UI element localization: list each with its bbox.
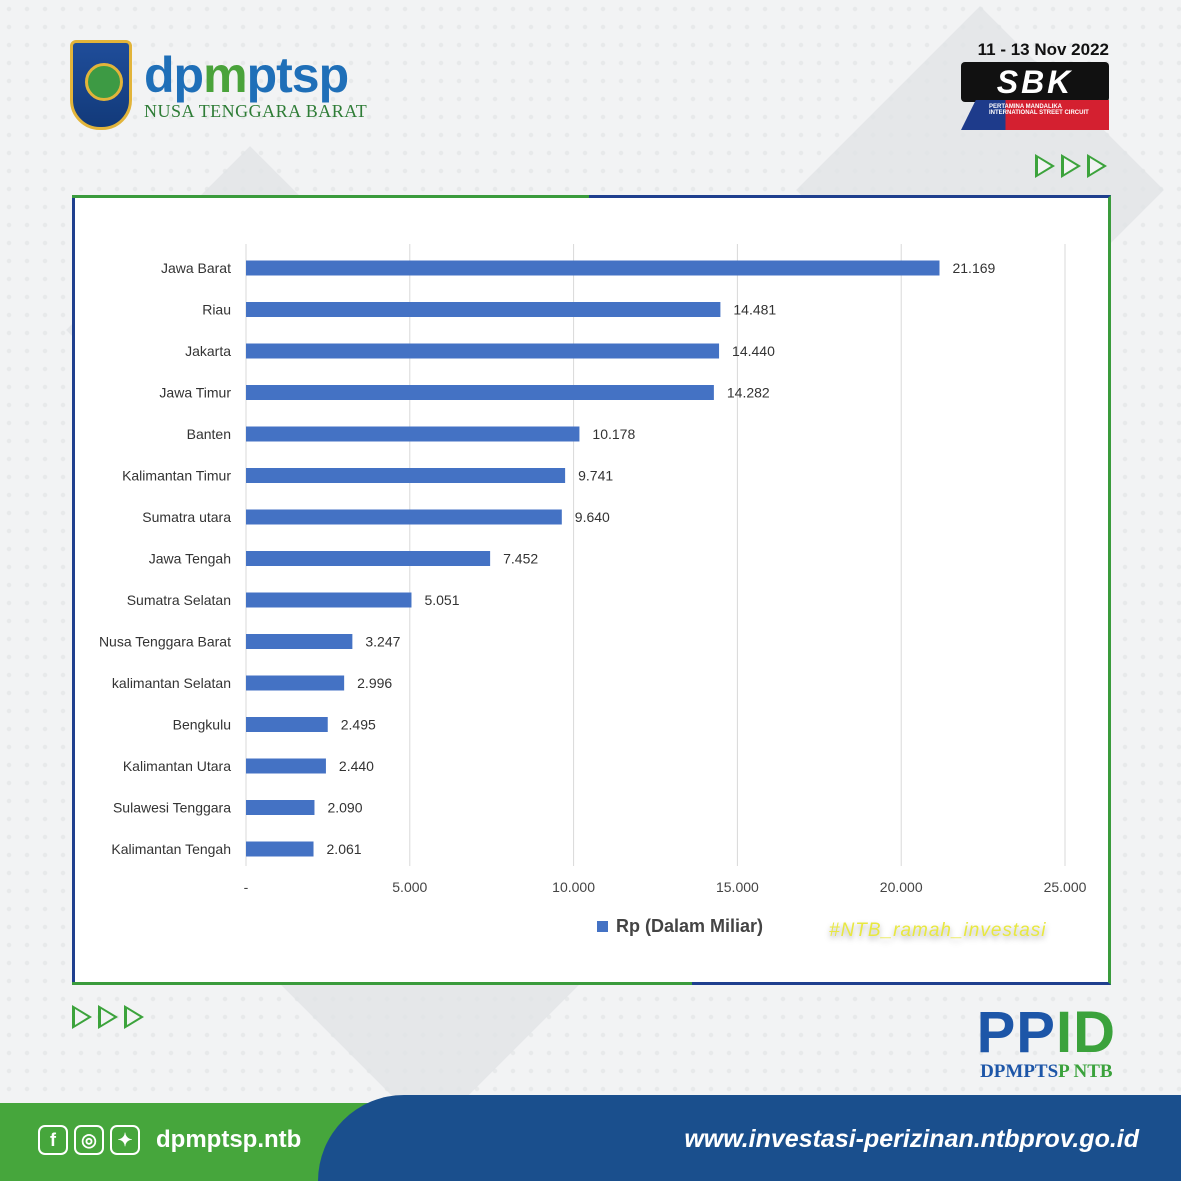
category-label: Riau <box>202 302 231 318</box>
brand-name: dpmptsp <box>144 46 349 103</box>
category-label: kalimantan Selatan <box>112 675 231 691</box>
data-label: 14.440 <box>732 343 775 359</box>
data-label: 5.051 <box>424 592 459 608</box>
data-label: 21.169 <box>952 260 995 276</box>
play-arrow-icon <box>1087 154 1107 178</box>
legend-swatch <box>597 921 608 932</box>
category-label: Nusa Tenggara Barat <box>99 634 231 650</box>
province-emblem-icon <box>70 40 132 130</box>
bar <box>246 385 714 400</box>
event-strip: PERTAMINA MANDALIKA INTERNATIONAL STREET… <box>961 100 1109 130</box>
twitter-icon[interactable]: ✦ <box>110 1125 140 1155</box>
category-label: Sumatra utara <box>142 509 231 525</box>
data-label: 2.495 <box>341 717 376 733</box>
ppid-title: PPID <box>976 1000 1116 1065</box>
footer-blue-band <box>318 1095 1181 1181</box>
category-label: Jakarta <box>185 343 231 359</box>
play-arrow-icon <box>124 1005 144 1029</box>
bar <box>246 509 562 525</box>
org-logo: dpmptsp NUSA TENGGARA BARAT <box>70 40 367 130</box>
bar <box>246 634 353 649</box>
chart-legend: Rp (Dalam Miliar) <box>597 916 763 937</box>
bar <box>246 260 940 276</box>
hashtag: #NTB_ramah_investasi <box>829 920 1047 941</box>
category-label: Kalimantan Timur <box>122 468 231 484</box>
category-label: Bengkulu <box>173 717 231 733</box>
category-label: Kalimantan Utara <box>123 758 231 774</box>
category-label: Sulawesi Tenggara <box>113 800 231 816</box>
event-badge: 11 - 13 Nov 2022 SBK PERTAMINA MANDALIKA… <box>961 40 1109 130</box>
bar <box>246 302 721 317</box>
data-label: 9.741 <box>578 468 613 484</box>
play-arrow-icon <box>1061 154 1081 178</box>
category-label: Jawa Tengah <box>149 551 231 567</box>
bar <box>246 592 412 608</box>
legend-label: Rp (Dalam Miliar) <box>616 916 764 936</box>
bar <box>246 675 345 691</box>
chart-frame: - 5.000 10.000 15.000 20.000 25.000 Jawa Barat… <box>72 195 1111 985</box>
website-link[interactable]: www.investasi-perizinan.ntbprov.go.id <box>684 1125 1139 1153</box>
play-arrow-icon <box>72 1005 92 1029</box>
data-label: 2.996 <box>357 675 392 691</box>
arrow-decoration <box>1035 154 1107 178</box>
ppid-logo: PPID DPMPTSP NTB <box>976 1000 1116 1083</box>
event-subtitle: PERTAMINA MANDALIKA INTERNATIONAL STREET… <box>989 104 1089 116</box>
bar <box>246 758 326 774</box>
category-label: Sumatra Selatan <box>127 592 231 608</box>
bar <box>246 343 720 359</box>
x-tick-label: 25.000 <box>1044 879 1087 895</box>
bar <box>246 551 491 566</box>
x-tick-label: 15.000 <box>716 879 759 895</box>
x-tick-label: 20.000 <box>880 879 923 895</box>
bar <box>246 717 328 732</box>
bar <box>246 841 314 857</box>
social-handle[interactable]: dpmptsp.ntb <box>156 1126 302 1153</box>
play-arrow-icon <box>1035 154 1055 178</box>
data-label: 3.247 <box>365 634 400 650</box>
category-label: Jawa Timur <box>159 385 231 401</box>
category-label: Kalimantan Tengah <box>111 841 231 857</box>
data-label: 9.640 <box>575 509 610 525</box>
bar <box>246 468 566 483</box>
x-tick-label: 5.000 <box>392 879 427 895</box>
facebook-icon[interactable]: f <box>38 1125 68 1155</box>
x-tick-label: - <box>244 879 249 895</box>
category-label: Jawa Barat <box>161 260 231 276</box>
data-label: 2.061 <box>327 841 362 857</box>
data-label: 10.178 <box>592 426 635 442</box>
brand-subtitle: NUSA TENGGARA BARAT <box>144 100 368 121</box>
bar <box>246 800 315 815</box>
footer: f ◎ ✦ dpmptsp.ntb www.investasi-perizina… <box>0 1095 1181 1181</box>
data-label: 14.481 <box>733 302 776 318</box>
data-label: 7.452 <box>503 551 538 567</box>
data-label: 2.440 <box>339 758 374 774</box>
play-arrow-icon <box>98 1005 118 1029</box>
arrow-decoration <box>72 1005 144 1029</box>
event-date: 11 - 13 Nov 2022 <box>977 40 1109 59</box>
instagram-icon[interactable]: ◎ <box>74 1125 104 1155</box>
ppid-subtitle: DPMPTSP NTB <box>980 1061 1113 1082</box>
bar <box>246 426 580 442</box>
x-tick-label: 10.000 <box>552 879 595 895</box>
social-links: f ◎ ✦ dpmptsp.ntb <box>38 1125 301 1155</box>
bar-chart: - 5.000 10.000 15.000 20.000 25.000 Jawa Barat… <box>99 244 1087 895</box>
data-label: 2.090 <box>327 800 362 816</box>
event-logo: SBK <box>961 62 1109 102</box>
category-label: Banten <box>187 426 231 442</box>
data-label: 14.282 <box>727 385 770 401</box>
